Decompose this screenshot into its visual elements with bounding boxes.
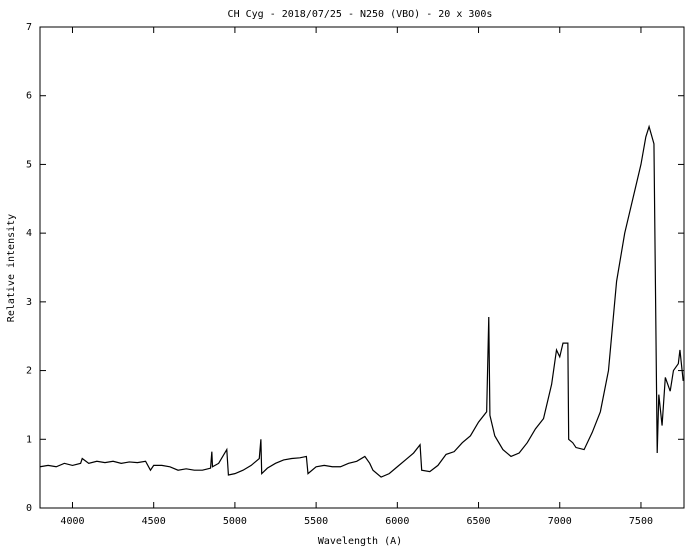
y-tick-label: 0 xyxy=(26,503,32,514)
y-tick-label: 2 xyxy=(26,366,32,377)
x-tick-label: 5000 xyxy=(223,516,247,527)
y-tick-label: 4 xyxy=(26,228,32,239)
x-tick-label: 6000 xyxy=(385,516,409,527)
plot-frame xyxy=(39,26,685,509)
y-tick-label: 7 xyxy=(26,22,32,33)
x-tick-label: 4500 xyxy=(142,516,166,527)
x-tick-label: 7000 xyxy=(548,516,572,527)
x-tick-label: 4000 xyxy=(60,516,84,527)
y-axis-label: Relative intensity xyxy=(6,214,17,322)
y-tick-label: 5 xyxy=(26,159,32,170)
y-tick-label: 6 xyxy=(26,91,32,102)
x-axis-label: Wavelength (A) xyxy=(318,536,402,547)
x-tick-label: 7500 xyxy=(629,516,653,527)
spectrum-line xyxy=(39,124,684,478)
y-tick-label: 1 xyxy=(26,434,32,445)
chart-title: CH Cyg - 2018/07/25 - N250 (VBO) - 20 x … xyxy=(228,9,493,20)
y-tick-label: 3 xyxy=(26,297,32,308)
x-tick-label: 6500 xyxy=(466,516,490,527)
x-tick-label: 5500 xyxy=(304,516,328,527)
